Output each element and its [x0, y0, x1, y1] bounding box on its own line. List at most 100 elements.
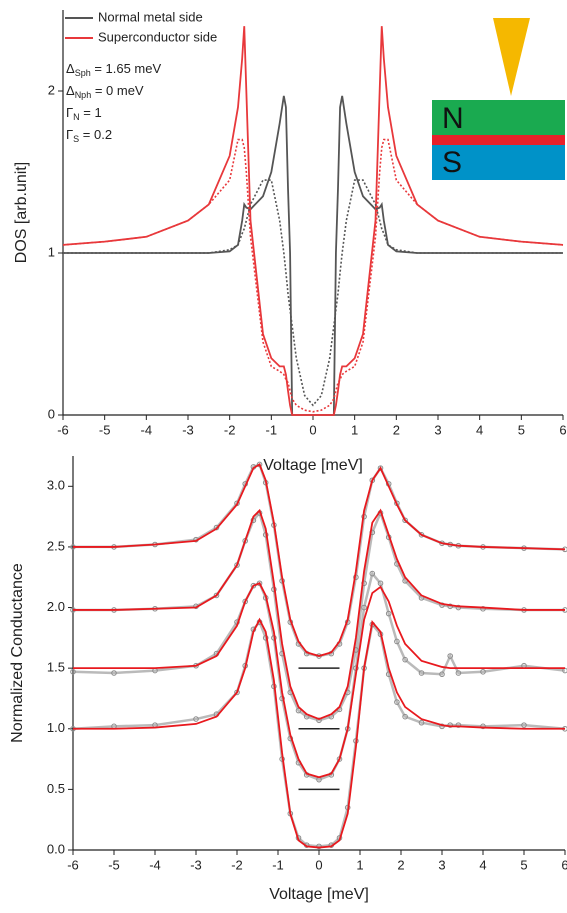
line — [73, 463, 566, 657]
x-tick-label: 2 — [393, 422, 400, 437]
x-tick-label: -6 — [57, 422, 69, 437]
annotation-value: = 1 — [80, 105, 102, 120]
annotation: ΔSph = 1.65 meV — [66, 61, 161, 78]
data-point — [455, 604, 462, 611]
annotation-value: = 0 meV — [91, 83, 144, 98]
data-point — [447, 653, 454, 659]
data-point — [369, 570, 376, 577]
annotation-symbol: Δ — [66, 83, 75, 98]
annotation: ΓN = 1 — [66, 105, 102, 122]
y-tick-label: 1.5 — [47, 660, 65, 675]
data-point — [521, 722, 527, 728]
data-point — [385, 610, 392, 617]
dotted-line — [63, 179, 563, 407]
annotation-symbol: Γ — [66, 105, 73, 120]
x-tick-label: 3 — [438, 857, 445, 872]
y-tick-label: 2.5 — [47, 538, 65, 553]
x-tick-label: -4 — [141, 422, 153, 437]
x-tick-label: 5 — [520, 857, 527, 872]
data-point — [402, 713, 408, 720]
x-tick-label: 0 — [315, 857, 322, 872]
y-tick-label: 2.0 — [47, 599, 65, 614]
x-tick-label: -5 — [99, 422, 111, 437]
inset-label: S — [442, 146, 462, 179]
x-tick-label: 1 — [351, 422, 358, 437]
data-point — [111, 670, 117, 676]
annotation-value: = 1.65 meV — [91, 61, 162, 76]
data-point — [193, 716, 199, 722]
data-point — [439, 671, 445, 678]
data-point — [418, 670, 425, 676]
annotation-symbol: Γ — [66, 127, 73, 142]
y-tick-label: 3.0 — [47, 478, 65, 493]
line — [73, 582, 565, 779]
x-tick-label: -2 — [224, 422, 236, 437]
line — [62, 26, 564, 416]
data-point — [455, 722, 462, 728]
data-point — [402, 517, 408, 524]
annotation-subscript: Nph — [75, 90, 92, 100]
annotation-value: = 0.2 — [79, 127, 112, 142]
y-axis-title: DOS [arb.unit] — [13, 162, 30, 263]
x-tick-label: 5 — [518, 422, 525, 437]
data-point — [316, 843, 322, 850]
data-point — [316, 717, 322, 724]
x-tick-label: -1 — [272, 857, 284, 872]
x-axis-title: Voltage [meV] — [263, 457, 363, 474]
legend-label: Superconductor side — [98, 29, 217, 44]
tip-icon — [493, 18, 530, 96]
normal-layer — [432, 100, 565, 135]
data-point — [480, 723, 486, 730]
y-axis-title: Normalized Conductance — [9, 563, 26, 743]
x-tick-label: 1 — [356, 857, 363, 872]
data-point — [402, 656, 408, 663]
interface-layer — [432, 135, 565, 145]
data-point — [455, 670, 462, 676]
line — [73, 508, 565, 721]
x-tick-label: 6 — [559, 422, 566, 437]
data-trace — [73, 462, 566, 658]
x-tick-label: 4 — [479, 857, 486, 872]
annotation-subscript: S — [73, 134, 79, 144]
annotation: ΔNph = 0 meV — [66, 83, 144, 100]
data-point — [213, 592, 220, 599]
annotation-symbol: Δ — [66, 61, 75, 76]
annotation: ΓS = 0.2 — [66, 127, 112, 144]
x-tick-label: -6 — [67, 857, 79, 872]
data-point — [377, 465, 384, 471]
dotted-line — [62, 138, 564, 413]
x-tick-label: 0 — [309, 422, 316, 437]
y-tick-label: 0.0 — [47, 841, 65, 856]
data-trace — [72, 570, 566, 782]
line — [73, 617, 565, 849]
data-point — [394, 638, 400, 645]
x-tick-label: 2 — [397, 857, 404, 872]
inset-label: N — [442, 102, 464, 135]
y-tick-label: 0.5 — [47, 781, 65, 796]
x-tick-label: -4 — [149, 857, 161, 872]
x-tick-label: -3 — [190, 857, 202, 872]
x-tick-label: 4 — [476, 422, 483, 437]
data-point — [213, 524, 220, 531]
data-point — [377, 580, 384, 587]
x-tick-label: -5 — [108, 857, 120, 872]
data-point — [70, 668, 76, 675]
data-point — [295, 707, 302, 714]
x-tick-label: 3 — [434, 422, 441, 437]
annotation-subscript: N — [73, 112, 80, 122]
x-tick-label: 6 — [561, 857, 567, 872]
annotation-subscript: Sph — [75, 68, 91, 78]
y-tick-label: 2 — [48, 82, 55, 97]
x-axis-title: Voltage [meV] — [269, 886, 369, 903]
data-point — [418, 719, 425, 726]
data-point — [480, 668, 486, 675]
data-point — [480, 605, 486, 612]
y-tick-label: 0 — [48, 406, 55, 421]
data-point — [394, 699, 400, 705]
superconductor-layer — [432, 145, 565, 180]
x-tick-label: -2 — [231, 857, 243, 872]
x-tick-label: -3 — [182, 422, 194, 437]
y-tick-label: 1 — [48, 244, 55, 259]
legend-label: Normal metal side — [98, 9, 203, 24]
